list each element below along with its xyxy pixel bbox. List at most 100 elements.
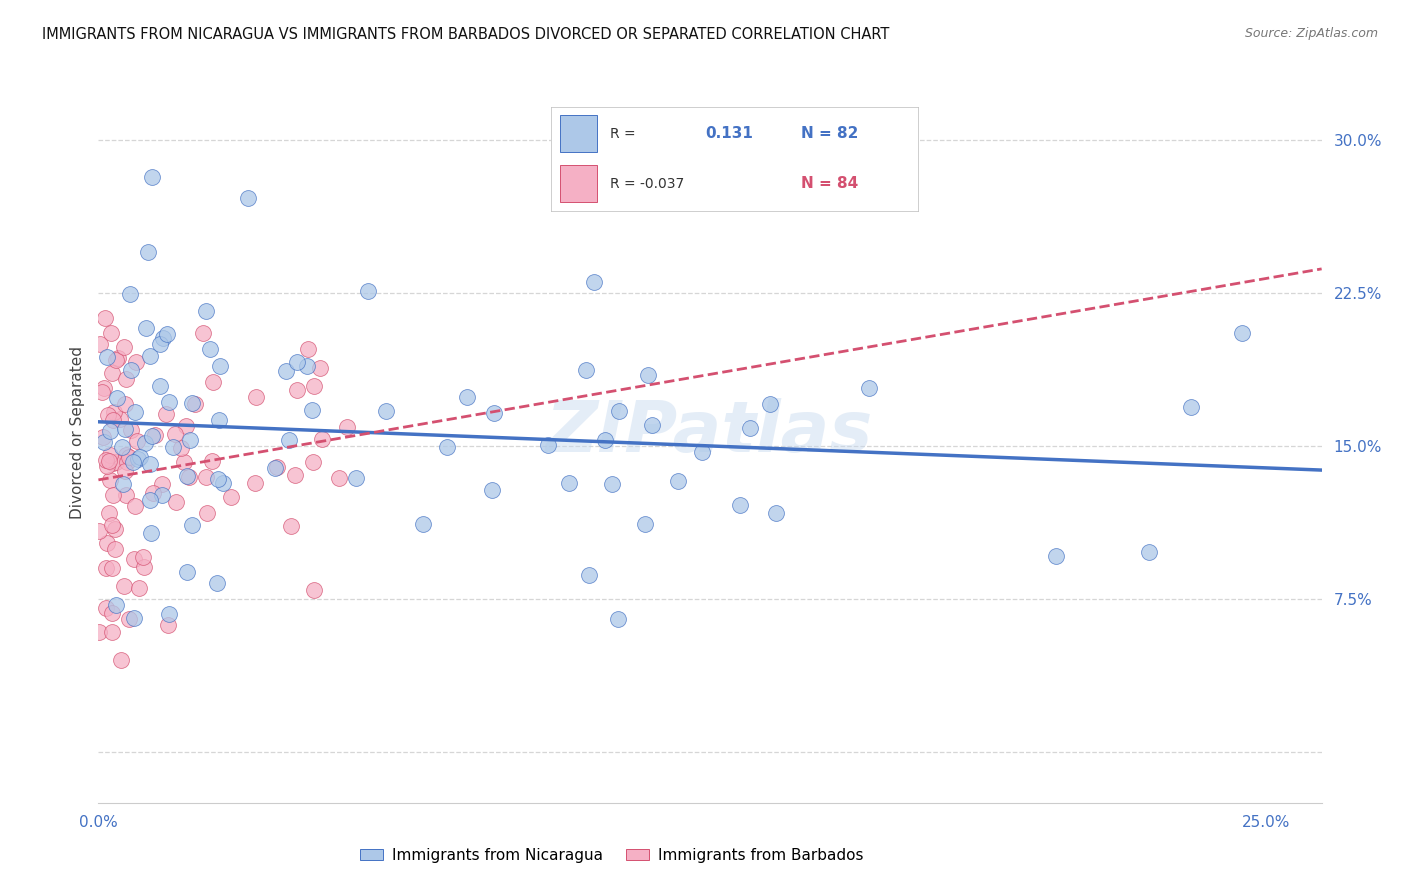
Point [122,611,145,625]
Point [138,245,160,260]
Point [157,394,180,409]
Point [278,434,301,448]
Point [94,311,117,326]
Point [412,516,434,531]
Point [593,434,616,448]
Point [120,423,142,437]
Point [120,363,142,377]
Point [93,434,115,449]
Point [112,579,135,593]
Point [238,191,260,205]
Text: ZIPatlas: ZIPatlas [547,398,873,467]
Point [176,565,198,579]
Point [91,430,114,444]
Point [101,607,124,621]
Point [118,450,141,464]
Point [97,408,120,422]
Point [103,456,125,470]
Point [335,420,357,434]
Point [103,413,125,427]
Point [308,360,330,375]
Point [738,420,761,434]
Point [111,440,134,454]
Text: Source: ZipAtlas.com: Source: ZipAtlas.com [1244,27,1378,40]
Point [1232,326,1254,340]
Point [173,455,195,469]
Point [201,375,224,389]
Point [302,378,325,392]
Point [96,458,118,473]
Point [107,351,129,365]
Point [115,448,138,462]
Point [1137,545,1160,559]
Point [301,402,323,417]
Point [135,321,157,335]
Point [328,471,350,485]
Point [134,559,156,574]
Point [219,490,242,504]
Point [285,383,308,397]
Point [165,495,187,509]
Point [103,522,125,536]
Point [134,436,156,450]
Point [101,561,124,575]
Point [96,453,118,467]
Point [108,411,131,425]
Point [110,653,132,667]
Point [142,486,165,500]
Point [104,541,127,556]
Point [94,601,117,615]
Point [264,461,287,475]
Point [181,517,204,532]
Point [759,397,782,411]
Point [129,450,152,464]
Point [297,359,319,374]
Point [89,337,111,351]
Point [198,342,221,356]
Point [96,350,118,364]
Point [98,448,121,462]
Point [131,549,153,564]
Point [114,464,136,478]
Point [139,493,162,508]
Point [105,353,128,368]
Point [245,476,267,491]
Point [690,445,713,459]
Point [101,366,124,380]
Point [191,326,214,340]
Point [149,379,172,393]
Point [94,561,117,575]
Point [728,498,751,512]
Point [101,625,124,640]
Point [201,454,224,468]
Point [111,477,134,491]
Point [89,524,111,539]
Point [600,476,623,491]
Point [124,499,146,513]
Point [98,454,121,468]
Point [114,397,136,411]
Text: IMMIGRANTS FROM NICARAGUA VS IMMIGRANTS FROM BARBADOS DIVORCED OR SEPARATED CORR: IMMIGRANTS FROM NICARAGUA VS IMMIGRANTS … [42,27,890,42]
Point [375,404,398,418]
Point [637,368,659,383]
Point [156,326,179,341]
Point [578,568,600,582]
Point [208,413,231,427]
Point [297,342,319,356]
Point [157,607,180,621]
Y-axis label: Divorced or Separated: Divorced or Separated [69,346,84,519]
Point [127,434,149,448]
Point [122,455,145,469]
Point [180,396,202,410]
Point [209,359,232,373]
Point [114,372,136,386]
Point [205,575,228,590]
Point [765,506,787,520]
Point [117,612,139,626]
Point [96,536,118,550]
Point [127,452,149,467]
Point [122,552,145,566]
Point [100,326,122,340]
Point [98,474,121,488]
Point [141,169,163,184]
